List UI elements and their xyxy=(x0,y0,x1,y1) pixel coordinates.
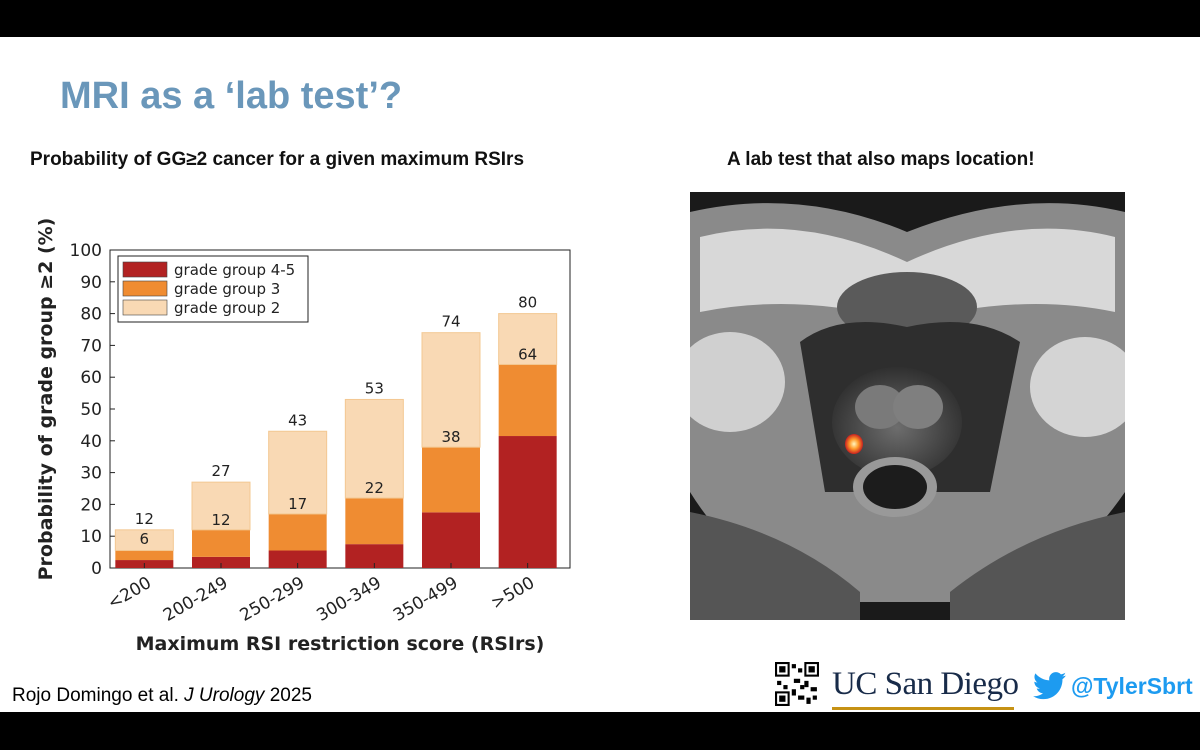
bar-mid-label: 64 xyxy=(518,345,537,363)
bar-total-label: 53 xyxy=(365,379,384,397)
bar-total-label: 74 xyxy=(441,313,460,331)
legend-label: grade group 3 xyxy=(174,280,280,298)
x-category-label: 200-249 xyxy=(160,573,232,626)
y-tick-label: 0 xyxy=(91,559,102,579)
y-tick-label: 40 xyxy=(80,432,102,452)
y-tick-label: 60 xyxy=(80,368,102,388)
bar-segment xyxy=(115,550,174,561)
bar-total-label: 27 xyxy=(211,462,230,480)
mri-image xyxy=(690,192,1125,620)
bar-segment xyxy=(268,513,327,551)
bar-segment xyxy=(498,364,557,437)
legend-swatch xyxy=(122,280,168,297)
bar-segment xyxy=(192,556,250,568)
bar-segment xyxy=(422,447,480,513)
legend-swatch xyxy=(122,299,168,316)
y-tick-label: 100 xyxy=(70,241,102,261)
x-category-label: <200 xyxy=(104,573,154,614)
bar-mid-label: 38 xyxy=(441,428,460,446)
bar-mid-label: 22 xyxy=(365,479,384,497)
citation-year: 2025 xyxy=(269,685,312,706)
bar-mid-label: 17 xyxy=(288,495,307,513)
bar-segment xyxy=(191,481,251,531)
ucsd-logo-underline xyxy=(832,707,1014,710)
y-tick-label: 90 xyxy=(80,273,102,293)
legend-swatch xyxy=(122,261,168,278)
y-tick-label: 70 xyxy=(80,336,102,356)
legend-label: grade group 4-5 xyxy=(174,261,295,279)
bar-segment xyxy=(345,544,404,568)
ucsd-logo: UC San Diego xyxy=(832,666,1019,702)
y-tick-label: 20 xyxy=(80,495,102,515)
qr-code-icon xyxy=(775,662,819,706)
bar-segment xyxy=(268,430,328,515)
citation-journal: J Urology xyxy=(184,685,265,706)
bar-segment xyxy=(498,436,557,568)
x-category-label: 350-499 xyxy=(390,573,462,626)
bar-segment xyxy=(421,332,481,448)
twitter-handle: @TylerSbrt xyxy=(1071,673,1193,699)
bar-total-label: 80 xyxy=(518,294,537,312)
bar-segment xyxy=(114,529,174,552)
bar-mid-label: 6 xyxy=(140,530,150,548)
bar-segment xyxy=(498,313,558,365)
bar-segment xyxy=(345,498,404,545)
bar-mid-label: 12 xyxy=(211,511,230,529)
x-category-label: >500 xyxy=(488,573,538,614)
y-axis-label: Probability of grade group ≥2 (%) xyxy=(35,218,57,581)
x-axis-label: Maximum RSI restriction score (RSIrs) xyxy=(136,633,545,655)
bar-segment xyxy=(192,529,250,557)
bar-segment xyxy=(344,398,404,499)
y-tick-label: 10 xyxy=(80,527,102,547)
citation: Rojo Domingo et al. J Urology 2025 xyxy=(12,685,312,707)
bar-segment xyxy=(268,550,327,568)
stacked-bar-chart: 0 10 20 30 40 50 60 70 80 90 100 12 6 <200 27 12 200-249… xyxy=(35,218,571,655)
y-tick-label: 50 xyxy=(80,400,102,420)
y-tick-label: 80 xyxy=(80,305,102,325)
bar-segment xyxy=(422,512,480,568)
x-category-label: 300-349 xyxy=(313,573,385,626)
mri-scan-graphic xyxy=(690,192,1125,620)
slide: MRI as a ‘lab test’? Probability of GG≥2… xyxy=(0,37,1200,712)
citation-authors: Rojo Domingo et al. xyxy=(12,685,179,706)
chart-heading: Probability of GG≥2 cancer for a given m… xyxy=(30,149,525,170)
slide-title: MRI as a ‘lab test’? xyxy=(60,75,403,117)
bar-total-label: 12 xyxy=(135,510,154,528)
legend-label: grade group 2 xyxy=(174,299,280,317)
y-tick-label: 30 xyxy=(80,464,102,484)
twitter-bird-icon xyxy=(1033,672,1067,700)
footer-logos: UC San Diego @TylerSbrt xyxy=(775,662,1195,710)
bar-total-label: 43 xyxy=(288,411,307,429)
image-heading: A lab test that also maps location! xyxy=(727,149,1035,170)
x-category-label: 250-299 xyxy=(237,573,309,626)
